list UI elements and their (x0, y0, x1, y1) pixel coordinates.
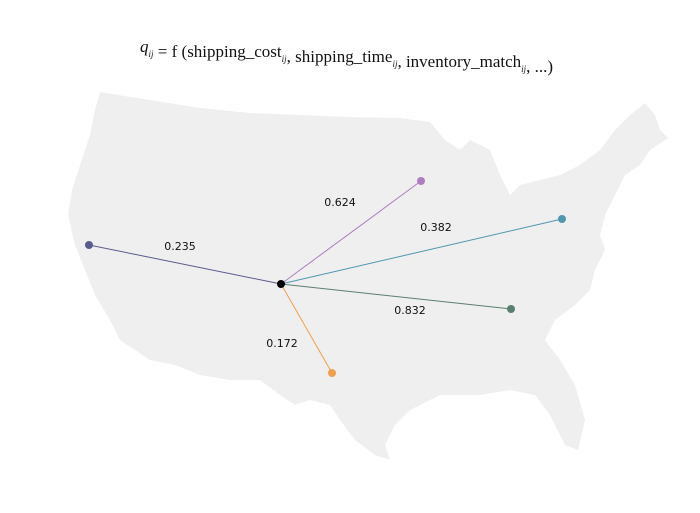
hub (277, 280, 285, 288)
edge-weight: 0.235 (164, 240, 196, 253)
edge (280, 283, 333, 374)
edge-weight: 0.832 (394, 304, 426, 317)
formula-part: , ...) (526, 57, 553, 76)
edge-weight: 0.624 (324, 196, 356, 209)
node (558, 215, 566, 223)
node (85, 241, 93, 249)
node (507, 305, 515, 313)
formula: qij = f (shipping_costij, shipping_timei… (140, 37, 553, 76)
formula-subscript: ij (149, 49, 155, 59)
formula-part: shipping_cost (187, 42, 282, 61)
node (417, 177, 425, 185)
edge (280, 180, 422, 285)
us-map (68, 92, 668, 460)
formula-subscript: ij (392, 59, 398, 69)
edge-weight: 0.382 (420, 221, 452, 234)
formula-part: q (140, 37, 149, 56)
edge (88, 244, 282, 285)
edge-weight: 0.172 (266, 337, 298, 350)
node (328, 369, 336, 377)
formula-part: , inventory_match (397, 52, 521, 71)
formula-subscript: ij (282, 54, 288, 64)
edge (280, 218, 563, 285)
formula-part: , shipping_time (287, 47, 393, 66)
formula-subscript: ij (521, 64, 527, 74)
formula-part: = f ( (154, 42, 188, 61)
edge (280, 283, 512, 310)
